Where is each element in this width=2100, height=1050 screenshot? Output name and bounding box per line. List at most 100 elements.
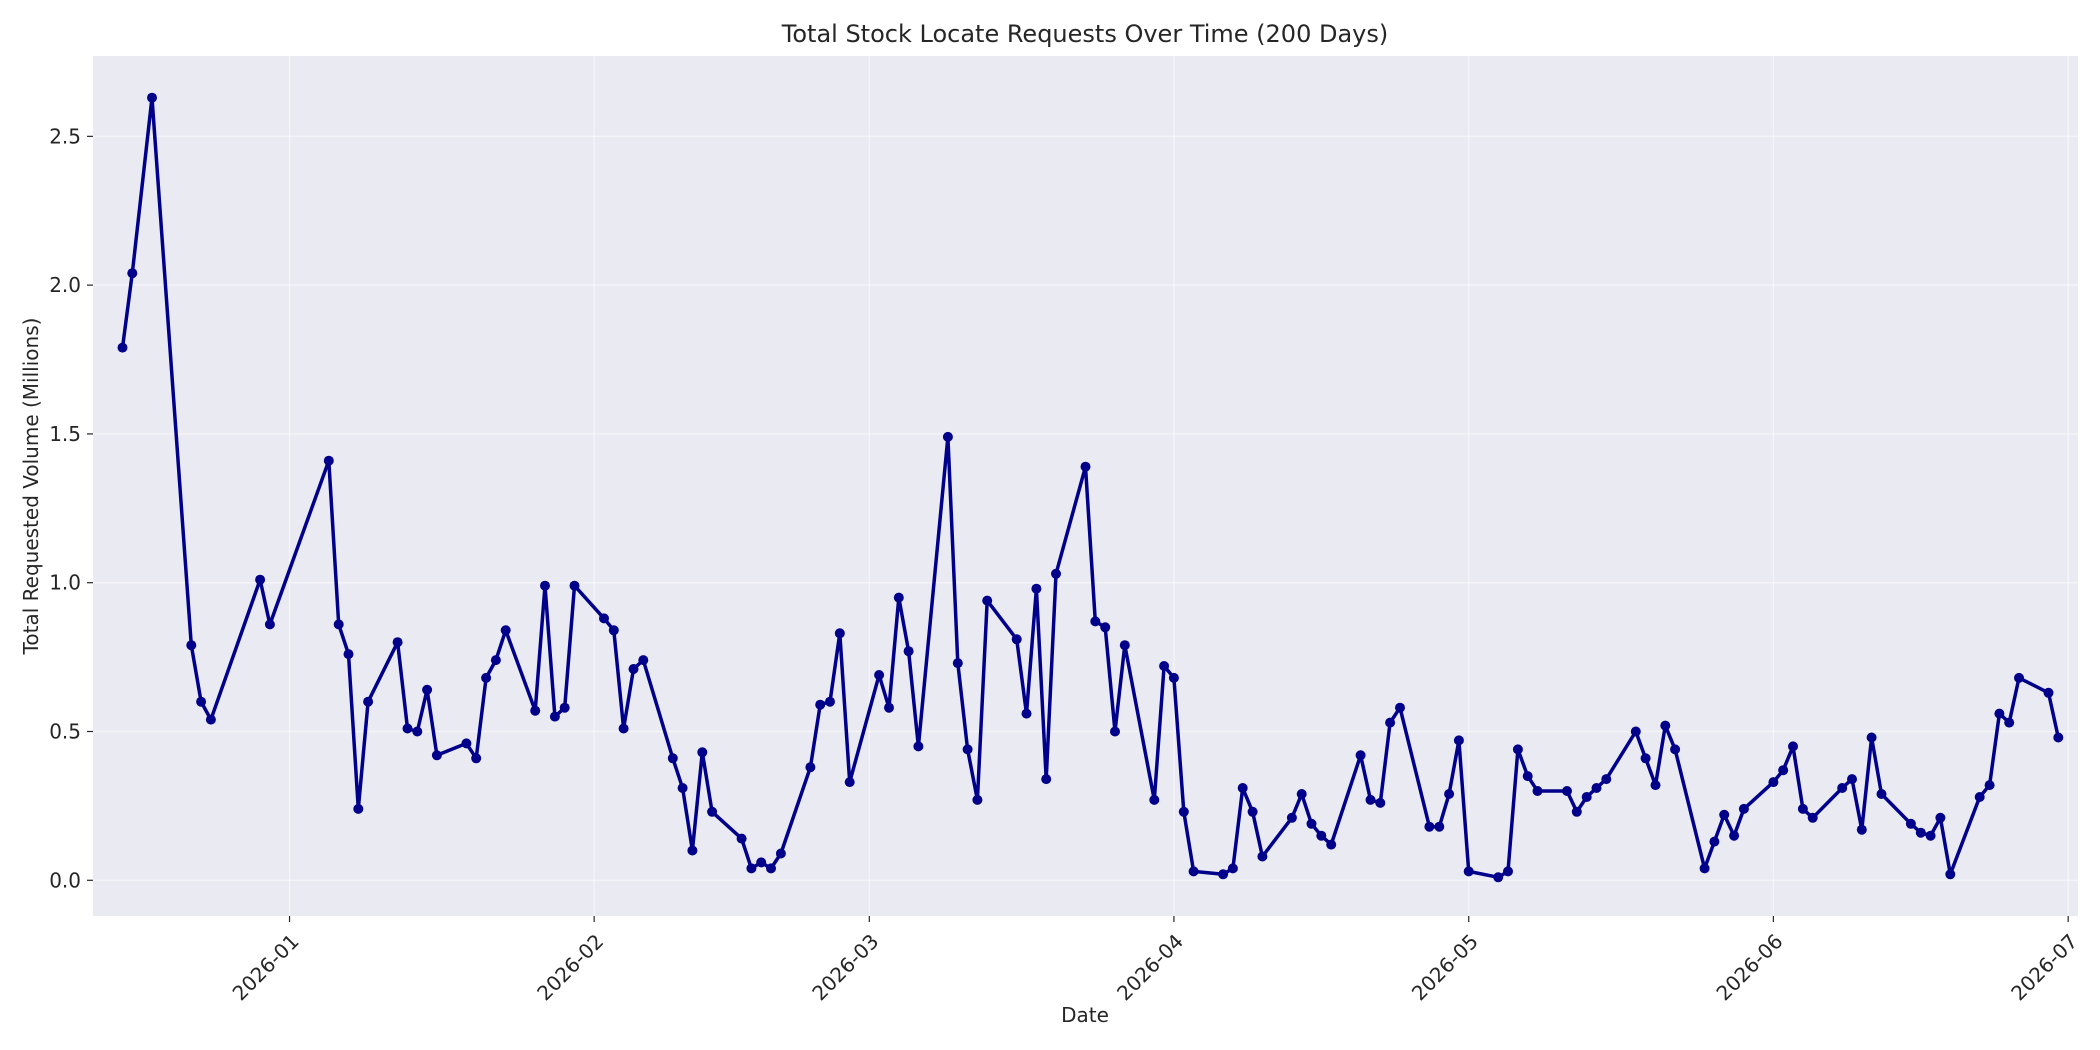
data-point bbox=[1630, 726, 1641, 737]
data-point bbox=[1051, 568, 1061, 579]
data-point bbox=[1601, 774, 1612, 785]
data-point bbox=[815, 699, 826, 710]
data-point bbox=[1247, 806, 1258, 817]
data-point bbox=[1218, 869, 1229, 880]
y-tick-label: 0.0 bbox=[49, 868, 81, 892]
data-point bbox=[1110, 726, 1120, 737]
data-point bbox=[1512, 744, 1523, 755]
data-point bbox=[1149, 794, 1160, 805]
data-point bbox=[1286, 812, 1297, 823]
data-point bbox=[2014, 672, 2024, 683]
data-point bbox=[1562, 786, 1572, 796]
data-point bbox=[972, 794, 983, 805]
data-point bbox=[402, 723, 413, 734]
data-point bbox=[353, 803, 364, 814]
data-point bbox=[1915, 827, 1926, 838]
data-point bbox=[1178, 806, 1189, 817]
data-point bbox=[775, 848, 786, 859]
data-point bbox=[431, 750, 442, 761]
data-point bbox=[471, 753, 482, 764]
data-point bbox=[2043, 687, 2054, 698]
data-point bbox=[1168, 672, 1179, 683]
data-point bbox=[2004, 717, 2015, 728]
data-point bbox=[913, 741, 924, 752]
data-point bbox=[1945, 869, 1956, 880]
data-point bbox=[628, 664, 639, 674]
data-point bbox=[1591, 783, 1602, 793]
data-point bbox=[1444, 789, 1455, 799]
data-point bbox=[1650, 780, 1661, 791]
data-point bbox=[982, 595, 993, 606]
data-point bbox=[1581, 792, 1592, 802]
data-point bbox=[333, 619, 344, 630]
data-point bbox=[1031, 583, 1042, 594]
data-point bbox=[1375, 797, 1386, 808]
grid bbox=[93, 56, 2078, 916]
data-point bbox=[1905, 818, 1916, 829]
data-point bbox=[1463, 866, 1474, 877]
data-series bbox=[117, 92, 2064, 883]
data-point bbox=[1729, 830, 1740, 841]
data-point bbox=[1090, 616, 1101, 627]
data-point bbox=[530, 705, 541, 716]
data-point bbox=[2053, 732, 2064, 743]
data-point bbox=[264, 619, 275, 630]
x-axis: 2026-01 2026-02 2026-03 2026-04 2026-05 2026-… bbox=[228, 916, 2082, 1005]
data-point bbox=[1837, 783, 1848, 793]
data-point bbox=[1365, 794, 1376, 805]
data-point bbox=[1984, 780, 1995, 791]
data-point bbox=[805, 762, 816, 773]
data-point bbox=[1866, 732, 1877, 743]
data-point bbox=[756, 857, 767, 868]
data-point bbox=[1021, 708, 1032, 719]
data-point bbox=[618, 723, 629, 734]
data-point bbox=[942, 431, 953, 442]
data-point bbox=[1699, 863, 1710, 874]
data-point bbox=[638, 655, 649, 666]
data-point bbox=[825, 696, 835, 707]
data-point bbox=[147, 92, 157, 103]
x-tick-label: 2026-05 bbox=[1407, 929, 1483, 1005]
y-tick-label: 1.5 bbox=[49, 422, 81, 446]
x-tick-label: 2026-07 bbox=[2006, 929, 2082, 1005]
data-point bbox=[1935, 812, 1946, 823]
data-point bbox=[422, 684, 433, 695]
x-axis-label: Date bbox=[1061, 1003, 1109, 1027]
data-point bbox=[117, 342, 128, 353]
data-point bbox=[1925, 830, 1936, 841]
data-point bbox=[884, 702, 894, 713]
data-point bbox=[1434, 821, 1445, 832]
data-point bbox=[1080, 461, 1091, 472]
data-point bbox=[323, 455, 334, 466]
x-tick-label: 2026-01 bbox=[228, 929, 304, 1005]
data-point bbox=[1306, 818, 1317, 829]
data-point bbox=[697, 747, 708, 758]
data-point bbox=[412, 726, 423, 737]
data-point bbox=[1807, 812, 1818, 823]
data-point bbox=[687, 845, 698, 856]
data-point bbox=[1709, 836, 1720, 847]
data-point bbox=[559, 702, 570, 713]
data-point bbox=[1424, 821, 1435, 832]
data-point bbox=[1660, 720, 1671, 731]
y-tick-label: 1.0 bbox=[49, 571, 81, 595]
data-point bbox=[1100, 622, 1111, 633]
data-point bbox=[1847, 774, 1857, 785]
data-point bbox=[343, 649, 354, 660]
y-tick-label: 2.5 bbox=[49, 124, 81, 148]
data-point bbox=[1011, 634, 1022, 645]
data-point bbox=[1719, 809, 1730, 820]
data-point bbox=[1768, 777, 1779, 788]
data-point bbox=[1503, 866, 1513, 877]
y-tick-label: 2.0 bbox=[49, 273, 81, 297]
x-tick-label: 2026-04 bbox=[1112, 929, 1188, 1005]
data-point bbox=[1493, 872, 1504, 883]
x-tick-label: 2026-06 bbox=[1711, 929, 1787, 1005]
data-point bbox=[1159, 661, 1170, 671]
data-point bbox=[599, 613, 609, 624]
data-point bbox=[1355, 750, 1366, 761]
data-point bbox=[127, 268, 138, 279]
data-point bbox=[834, 628, 845, 639]
data-point bbox=[608, 625, 619, 636]
data-point bbox=[1316, 830, 1327, 841]
